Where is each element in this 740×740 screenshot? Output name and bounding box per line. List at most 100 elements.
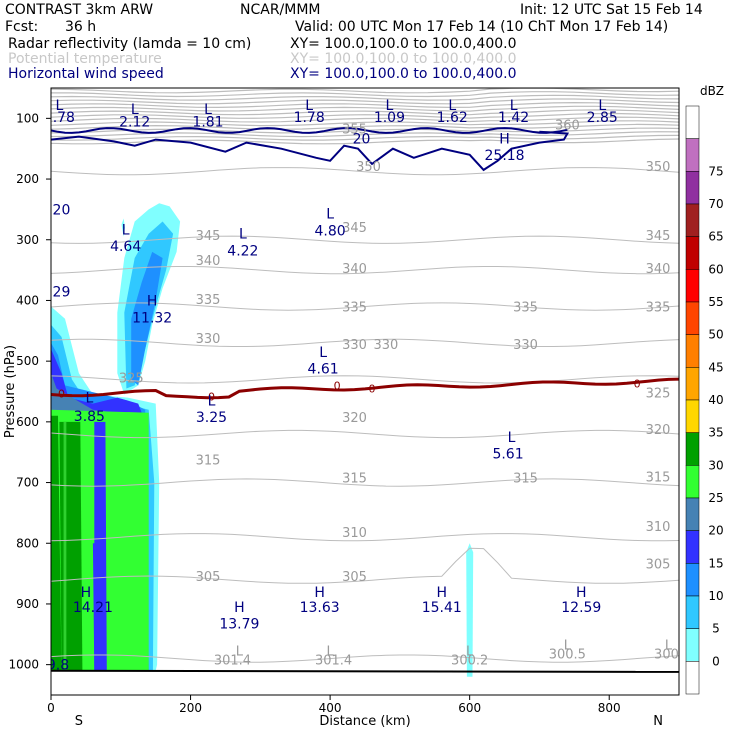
wind-label: 1.42	[498, 110, 529, 126]
theta-contour	[51, 94, 679, 101]
center-title: NCAR/MMM	[240, 2, 321, 18]
wind-contour-20-lower	[51, 130, 570, 172]
x-end-label-right: N	[653, 714, 663, 729]
colorbar-swatch	[685, 465, 700, 499]
wind-label: H	[81, 585, 92, 601]
wind-label: H	[234, 600, 245, 616]
theta-contour-0	[51, 167, 679, 176]
colorbar-swatch	[685, 595, 700, 629]
theta-contour-6	[51, 429, 679, 439]
isotherm-label: 0	[634, 378, 641, 391]
y-tick-label: 200	[16, 172, 39, 186]
colorbar-swatch	[685, 269, 700, 303]
theta-contour-1	[51, 235, 679, 244]
wind-label: 2.12	[119, 114, 150, 130]
wind-label: H	[436, 585, 447, 601]
forecast-label: Fcst:	[5, 19, 39, 35]
colorbar-label: 10	[708, 589, 723, 603]
theta-contour-8	[51, 533, 679, 542]
theta-label: 330	[196, 332, 221, 347]
field-wind-label: Horizontal wind speed	[8, 66, 164, 82]
wind-label: H	[576, 585, 587, 601]
model-title: CONTRAST 3km ARW	[5, 2, 154, 18]
wind-label: 13.79	[219, 616, 259, 632]
wind-label: 11.32	[132, 310, 172, 326]
reflectivity-area-14	[121, 218, 125, 237]
wind-label: 20	[353, 131, 371, 147]
init-time: Init: 12 UTC Sat 15 Feb 14	[520, 2, 703, 18]
theta-label: 335	[342, 300, 367, 315]
wind-label: 29	[53, 284, 71, 300]
theta-label: 301.4	[214, 654, 251, 669]
colorbar-swatch	[685, 497, 700, 531]
wind-label: 12.59	[561, 600, 601, 616]
wind-label: 14.21	[73, 600, 113, 616]
colorbar-label: 40	[708, 393, 723, 407]
wind-label: L	[131, 102, 139, 118]
colorbar-label: 50	[708, 328, 723, 342]
theta-contour	[51, 109, 679, 116]
theta-label: 315	[646, 470, 671, 485]
low-marker-grey: L	[564, 638, 572, 653]
colorbar-label: 75	[708, 164, 723, 178]
theta-label: 320	[646, 423, 671, 438]
wind-label: 25.18	[485, 148, 525, 164]
colorbar-swatch	[685, 432, 700, 466]
theta-label: 340	[342, 262, 367, 277]
theta-label: 350	[646, 160, 671, 175]
wind-label: H	[314, 585, 325, 601]
colorbar-swatch	[685, 105, 700, 139]
y-tick-label: 700	[16, 476, 39, 490]
y-tick-label: 600	[16, 415, 39, 429]
theta-label: 305	[196, 570, 221, 585]
x-tick-label: 400	[319, 701, 342, 715]
low-marker-grey: L	[236, 645, 244, 660]
colorbar-label: 15	[708, 556, 723, 570]
wind-label: L	[239, 227, 247, 243]
y-tick-label: 100	[16, 111, 39, 125]
wind-contour-20-upper	[51, 127, 568, 134]
plot-area: 360 355 350 350 345 345 345 340 340 340 335 335 335 3…	[44, 88, 679, 677]
theta-label: 305	[646, 558, 671, 573]
reflectivity-area-12	[92, 543, 106, 671]
theta-contour	[51, 120, 679, 127]
theta-contour-2	[51, 266, 679, 275]
theta-label: 310	[646, 520, 671, 535]
y-tick-label: 900	[16, 597, 39, 611]
x-tick-label: 200	[179, 701, 202, 715]
theta-label: 325	[646, 387, 671, 402]
wind-label: L	[598, 98, 606, 114]
y-tick-label: 500	[16, 354, 39, 368]
y-tick-label: 400	[16, 293, 39, 307]
field-theta-label: Potential temperature	[8, 51, 162, 67]
field-radar-label: Radar reflectivity (lamda = 10 cm)	[8, 36, 252, 52]
theta-contour-5	[51, 375, 679, 384]
theta-label: 310	[342, 526, 367, 541]
colorbar-label: 20	[708, 524, 723, 538]
wind-label: L	[305, 98, 313, 114]
isotherm-label: 0	[58, 387, 65, 400]
theta-contour	[51, 123, 679, 130]
theta-contour-9	[51, 547, 679, 584]
theta-label: 345	[342, 221, 367, 236]
theta-label: 330	[374, 338, 399, 353]
wind-label: 4.61	[308, 361, 339, 377]
theta-contour	[51, 134, 679, 141]
colorbar-swatch	[685, 563, 700, 597]
field-theta-xy: XY= 100.0,100.0 to 100.0,400.0	[290, 51, 517, 67]
theta-contour	[51, 91, 679, 98]
wind-label: 13.63	[300, 600, 340, 616]
wind-label: 1.78	[44, 110, 75, 126]
theta-label: 305	[342, 570, 367, 585]
theta-contour	[51, 116, 679, 123]
wind-label: L	[326, 207, 334, 223]
wind-label: 5.61	[492, 446, 523, 462]
colorbar-swatch	[685, 661, 700, 695]
colorbar-label: 5	[712, 622, 720, 636]
wind-label: 4.22	[227, 244, 258, 260]
wind-label: H	[499, 131, 510, 147]
colorbar-swatch	[685, 203, 700, 237]
colorbar-swatch	[685, 138, 700, 172]
colorbar-label: 70	[708, 197, 723, 211]
wind-label: 1.78	[294, 110, 325, 126]
